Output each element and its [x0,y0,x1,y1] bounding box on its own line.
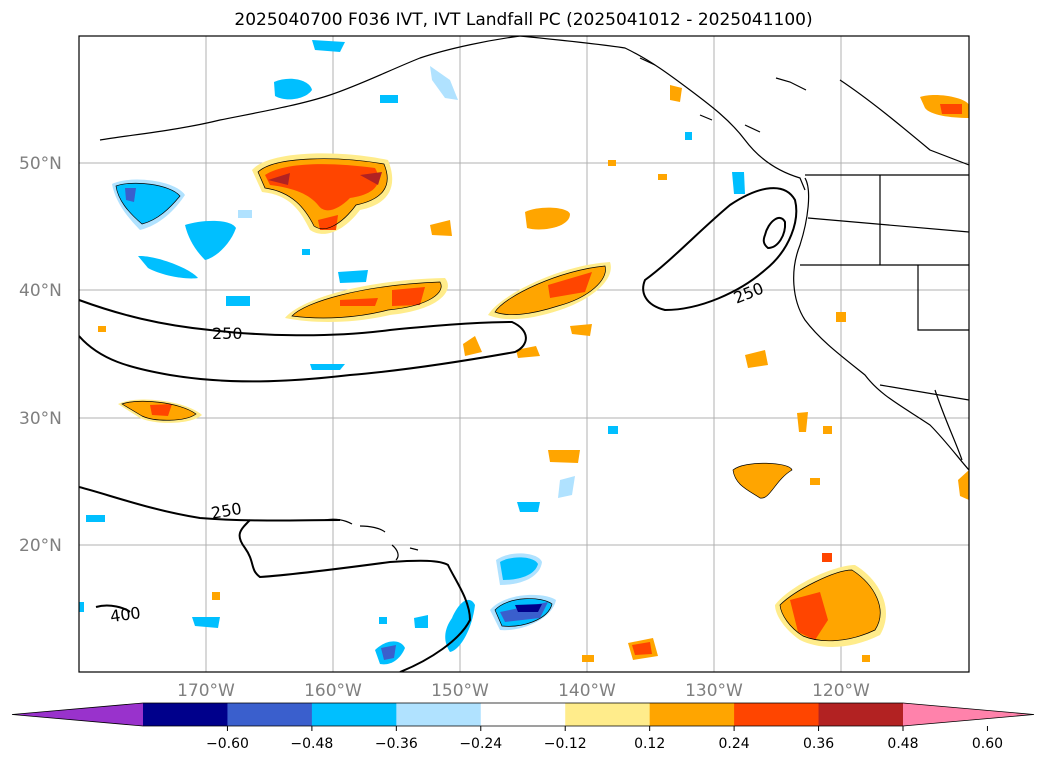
colorbar-segment [227,703,313,726]
colorbar-segment [143,703,228,726]
colorbar-segment [734,703,820,726]
lat-label-50n: 50°N [19,154,62,174]
pc-contour-outlines [115,158,881,642]
colorbar-segment [311,703,397,726]
negative-pc-regions [79,40,745,665]
colorbar-segment [480,703,566,726]
lon-label-130w: 130°W [685,681,743,701]
colorbar-tick-label: 0.24 [719,736,750,752]
colorbar-extend-low [12,703,143,726]
colorbar-tick-label: −0.60 [206,736,249,752]
colorbar-segment [818,703,904,726]
colorbar-tick-label: −0.36 [375,736,418,752]
ivt-contours [79,187,798,672]
colorbar-tick-label: 0.48 [887,736,918,752]
lon-label-140w: 140°W [558,681,616,701]
colorbar-extend-high [903,703,1034,726]
positive-pc-regions [98,85,969,662]
colorbar-outline [11,702,1035,727]
colorbar: −0.60 −0.48 −0.36 −0.24 −0.12 0.12 0.24 0.36 0.4… [11,702,1035,752]
colorbar-tick-label: 0.12 [634,736,665,752]
lat-label-40n: 40°N [19,281,62,301]
colorbar-tick-label: 0.36 [803,736,834,752]
lon-label-120w: 120°W [812,681,870,701]
colorbar-tick-label: 0.60 [972,736,1003,752]
colorbar-segment [649,703,735,726]
lat-label-30n: 30°N [19,409,62,429]
colorbar-segment [565,703,651,726]
contour-label-400: 400 [109,603,142,626]
map-border [78,35,970,673]
colorbar-tick-label: −0.12 [544,736,587,752]
lon-label-170w: 170°W [177,681,235,701]
colorbar-tick-label: −0.48 [290,736,333,752]
colorbar-tick-label: −0.24 [459,736,502,752]
lon-label-150w: 150°W [431,681,489,701]
coastlines [99,36,969,561]
colorbar-segment [396,703,482,726]
lat-label-20n: 20°N [19,536,62,556]
lon-label-160w: 160°W [304,681,362,701]
map-title: 2025040700 F036 IVT, IVT Landfall PC (20… [234,10,813,30]
contour-label-250-a: 250 [212,324,243,343]
gridlines [79,36,969,672]
